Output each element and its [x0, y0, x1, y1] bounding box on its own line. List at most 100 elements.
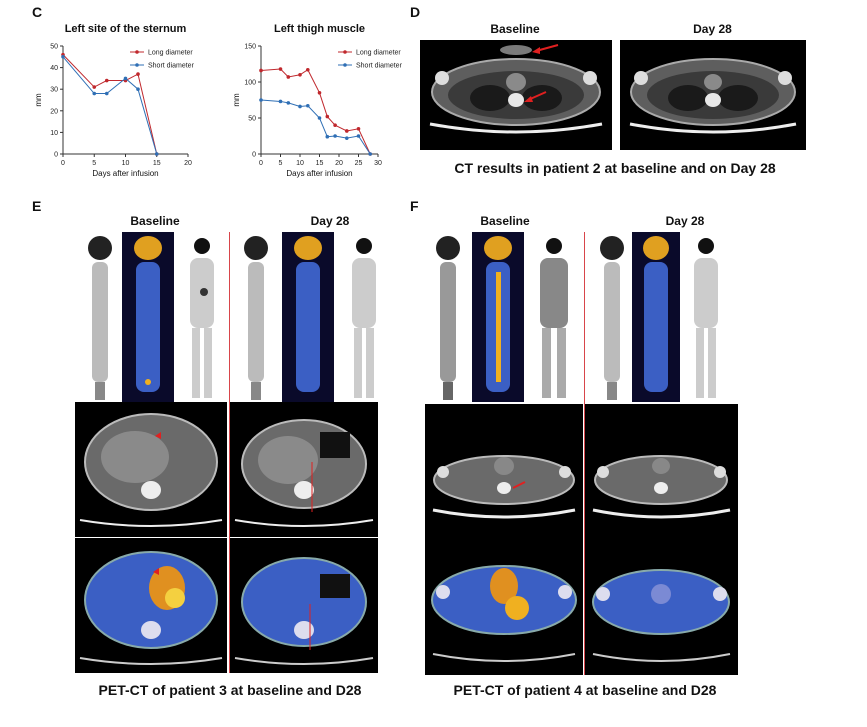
y-tick-label: 10: [50, 130, 58, 137]
data-point: [278, 67, 283, 71]
data-point: [136, 87, 140, 91]
panel-d-caption: CT results in patient 2 at baseline and …: [454, 160, 776, 176]
series-line-short: [62, 56, 158, 155]
panel-f-day28-title: Day 28: [665, 214, 705, 228]
x-tick-label: 10: [296, 160, 304, 167]
x-axis-label: Days after infusion: [286, 169, 352, 178]
panel-f-baseline-title: Baseline: [480, 214, 530, 228]
y-tick-label: 30: [50, 87, 58, 94]
data-point: [298, 73, 302, 77]
x-tick-label: 0: [61, 160, 65, 167]
data-point: [317, 91, 322, 95]
pet-ct-axial-baseline-p3: [75, 538, 227, 673]
panel-d-baseline-title: Baseline: [490, 22, 540, 36]
data-point: [325, 134, 330, 139]
ct-axial-day28-p3: [230, 402, 378, 537]
pet-ct-axial-day28-p3: [230, 538, 378, 673]
legend-label: Long diameter: [148, 50, 193, 57]
data-point: [123, 76, 128, 81]
series-line-long: [260, 68, 371, 155]
series-line-long: [62, 54, 158, 155]
chart-left-thigh-muscle: Left thigh muscle 0 50 100 150 0 5 10 15 20 25 30 Da…: [232, 23, 403, 178]
x-tick-label: 15: [153, 160, 161, 167]
x-tick-label: 15: [316, 160, 324, 167]
data-point: [104, 91, 109, 96]
panel-d-day28-title: Day 28: [693, 22, 732, 36]
pet-fused-sagittal-baseline-p3: [122, 232, 174, 402]
y-tick-label: 20: [50, 108, 58, 115]
data-point: [286, 101, 291, 105]
x-axis-label: Days after infusion: [92, 169, 158, 178]
panel-letter-c: C: [32, 4, 43, 20]
data-point: [259, 68, 263, 73]
pet-fused-sagittal-baseline-p4: [472, 232, 524, 402]
y-tick-label: 150: [244, 44, 256, 51]
x-tick-label: 5: [92, 160, 96, 167]
panel-letter-e: E: [32, 198, 42, 214]
data-point: [317, 116, 322, 120]
panel-f-caption: PET-CT of patient 4 at baseline and D28: [453, 682, 717, 698]
data-point: [92, 85, 97, 89]
y-tick-label: 100: [244, 80, 256, 87]
panel-e-caption: PET-CT of patient 3 at baseline and D28: [98, 682, 362, 698]
y-tick-label: 0: [252, 152, 256, 159]
legend-label: Short diameter: [356, 63, 403, 70]
ct-scan-baseline-patient-2: [420, 40, 612, 150]
y-axis-label: mm: [232, 93, 241, 107]
pet-mip-coronal-baseline-p3: [178, 232, 226, 402]
pet-mip-sagittal-day28-p4: [592, 232, 632, 402]
data-point: [92, 91, 97, 96]
panel-letter-d: D: [410, 4, 421, 20]
data-point: [356, 134, 361, 138]
legend-label: Short diameter: [148, 63, 195, 70]
legend-marker: [343, 50, 347, 54]
data-point: [306, 67, 310, 72]
panel-e-baseline-title: Baseline: [130, 214, 180, 228]
x-tick-label: 20: [335, 160, 343, 167]
legend-label: Long diameter: [356, 50, 401, 57]
legend-marker: [135, 50, 139, 54]
data-point: [345, 129, 349, 133]
panel-e-day28-title: Day 28: [310, 214, 350, 228]
data-point: [368, 152, 372, 156]
chart-title: Left site of the sternum: [65, 23, 187, 35]
ct-axial-baseline-p3: [75, 402, 227, 537]
pet-mip-sagittal-baseline-p4: [428, 232, 468, 402]
chart-left-site-sternum: Left site of the sternum 0 10 20 30 40 50 0 5 10 1…: [34, 23, 195, 178]
data-point: [333, 134, 337, 138]
panel-f-divider: [584, 232, 585, 675]
y-tick-label: 50: [50, 44, 58, 51]
legend-marker: [343, 63, 347, 67]
y-tick-label: 50: [248, 116, 256, 123]
data-point: [298, 104, 302, 109]
ct-scan-day28-patient-2: [620, 40, 806, 150]
data-point: [306, 103, 310, 108]
pet-mip-sagittal-baseline-p3: [80, 232, 120, 402]
x-tick-label: 30: [374, 160, 382, 167]
x-tick-label: 0: [259, 160, 263, 167]
data-point: [356, 127, 361, 131]
data-point: [278, 99, 283, 104]
pet-fused-sagittal-day28-p3: [282, 232, 334, 402]
pet-ct-axial-day28-p4: [585, 542, 738, 675]
data-point: [61, 55, 65, 59]
x-tick-label: 10: [122, 160, 130, 167]
data-point: [259, 98, 263, 102]
y-axis-label: mm: [34, 93, 43, 107]
panel-e-divider: [229, 232, 230, 673]
legend-marker: [135, 63, 139, 67]
x-tick-label: 25: [355, 160, 363, 167]
pet-mip-coronal-day28-p3: [340, 232, 388, 402]
pet-mip-sagittal-day28-p3: [236, 232, 276, 402]
panel-letter-f: F: [410, 198, 419, 214]
y-tick-label: 0: [54, 152, 58, 159]
x-tick-label: 5: [279, 160, 283, 167]
series-line-short: [260, 99, 371, 155]
pet-ct-axial-baseline-p4: [425, 542, 583, 675]
x-tick-label: 20: [184, 160, 192, 167]
ct-axial-baseline-p4: [425, 404, 583, 542]
y-tick-label: 40: [50, 65, 58, 72]
data-point: [333, 123, 337, 127]
data-point: [136, 72, 140, 76]
chart-title: Left thigh muscle: [274, 23, 365, 35]
